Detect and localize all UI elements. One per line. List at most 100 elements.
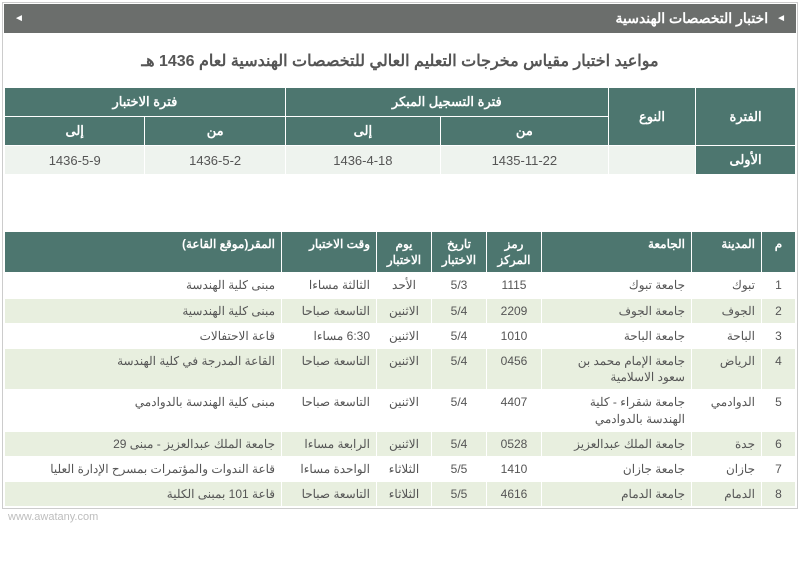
cell-center: 0456	[487, 348, 542, 389]
cell-time: الرابعة مساءا	[282, 431, 377, 456]
cell-date: 5/4	[432, 348, 487, 389]
th-center: رمز المركز	[487, 232, 542, 273]
cell-day: الاثنين	[377, 348, 432, 389]
table-row: 7جازانجامعة جازان14105/5الثلاثاءالواحدة …	[5, 456, 796, 481]
cell-univ: جامعة تبوك	[542, 273, 692, 298]
header-bullet-end: ◄	[14, 13, 24, 24]
cell-city: الباحة	[692, 323, 762, 348]
centers-table: م المدينة الجامعة رمز المركز تاريخ الاخت…	[4, 231, 796, 507]
table-row: 2الجوفجامعة الجوف22095/4الاثنينالتاسعة ص…	[5, 298, 796, 323]
cell-day: الاثنين	[377, 390, 432, 431]
cell-num: 8	[762, 482, 796, 507]
th-test-to: إلى	[5, 117, 145, 146]
cell-city: الدمام	[692, 482, 762, 507]
th-date: تاريخ الاختبار	[432, 232, 487, 273]
cell-time: التاسعة صباحا	[282, 482, 377, 507]
cell-day: الثلاثاء	[377, 456, 432, 481]
cell-time: الواحدة مساءا	[282, 456, 377, 481]
th-test-from: من	[145, 117, 285, 146]
cell-loc: مبنى كلية الهندسة بالدوادمي	[5, 390, 282, 431]
cell-day: الثلاثاء	[377, 482, 432, 507]
cell-univ: جامعة الإمام محمد بن سعود الاسلامية	[542, 348, 692, 389]
cell-date: 5/4	[432, 431, 487, 456]
th-num: م	[762, 232, 796, 273]
cell-date: 5/5	[432, 482, 487, 507]
cell-day: الاثنين	[377, 431, 432, 456]
cell-num: 4	[762, 348, 796, 389]
cell-loc: مبنى كلية الهندسية	[5, 298, 282, 323]
table-row: 3الباحةجامعة الباحة10105/4الاثنين6:30 مس…	[5, 323, 796, 348]
th-period: الفترة	[696, 88, 796, 146]
td-test-from: 1436-5-2	[145, 146, 285, 175]
cell-city: جدة	[692, 431, 762, 456]
cell-city: الجوف	[692, 298, 762, 323]
cell-time: 6:30 مساءا	[282, 323, 377, 348]
table-row: 6جدةجامعة الملك عبدالعزيز05285/4الاثنينا…	[5, 431, 796, 456]
cell-city: الرياض	[692, 348, 762, 389]
cell-num: 5	[762, 390, 796, 431]
th-early-to: إلى	[285, 117, 440, 146]
cell-time: التاسعة صباحا	[282, 348, 377, 389]
cell-univ: جامعة الدمام	[542, 482, 692, 507]
cell-univ: جامعة الجوف	[542, 298, 692, 323]
td-test-to: 1436-5-9	[5, 146, 145, 175]
cell-city: تبوك	[692, 273, 762, 298]
cell-date: 5/5	[432, 456, 487, 481]
header-bullet: ◄	[776, 13, 786, 24]
cell-num: 7	[762, 456, 796, 481]
cell-num: 1	[762, 273, 796, 298]
cell-loc: قاعة الندوات والمؤتمرات بمسرح الإدارة ال…	[5, 456, 282, 481]
cell-date: 5/4	[432, 390, 487, 431]
cell-day: الأحد	[377, 273, 432, 298]
cell-center: 2209	[487, 298, 542, 323]
th-test: فترة الاختبار	[5, 88, 286, 117]
cell-center: 4616	[487, 482, 542, 507]
cell-time: الثالثة مساءا	[282, 273, 377, 298]
th-time: وقت الاختبار	[282, 232, 377, 273]
cell-city: جازان	[692, 456, 762, 481]
cell-num: 3	[762, 323, 796, 348]
watermark: www.awatany.com	[2, 509, 798, 523]
th-univ: الجامعة	[542, 232, 692, 273]
table-row: 8الدمامجامعة الدمام46165/5الثلاثاءالتاسع…	[5, 482, 796, 507]
cell-date: 5/4	[432, 323, 487, 348]
cell-day: الاثنين	[377, 323, 432, 348]
cell-center: 4407	[487, 390, 542, 431]
cell-date: 5/4	[432, 298, 487, 323]
cell-univ: جامعة الملك عبدالعزيز	[542, 431, 692, 456]
cell-time: التاسعة صباحا	[282, 298, 377, 323]
td-early-from: 1435-11-22	[440, 146, 608, 175]
cell-loc: قاعة 101 بمبنى الكلية	[5, 482, 282, 507]
table-row: 1تبوكجامعة تبوك11155/3الأحدالثالثة مساءا…	[5, 273, 796, 298]
page-title: مواعيد اختبار مقياس مخرجات التعليم العال…	[4, 33, 796, 87]
cell-time: التاسعة صباحا	[282, 390, 377, 431]
cell-day: الاثنين	[377, 298, 432, 323]
cell-loc: قاعة الاحتفالات	[5, 323, 282, 348]
cell-center: 1010	[487, 323, 542, 348]
cell-center: 1115	[487, 273, 542, 298]
cell-num: 2	[762, 298, 796, 323]
cell-univ: جامعة جازان	[542, 456, 692, 481]
cell-loc: القاعة المدرجة في كلية الهندسة	[5, 348, 282, 389]
table-row: 4الرياضجامعة الإمام محمد بن سعود الاسلام…	[5, 348, 796, 389]
th-loc: المقر(موقع القاعة)	[5, 232, 282, 273]
cell-date: 5/3	[432, 273, 487, 298]
cell-loc: مبنى كلية الهندسة	[5, 273, 282, 298]
cell-univ: جامعة شقراء - كلية الهندسة بالدوادمي	[542, 390, 692, 431]
header-title: اختبار التخصصات الهندسية	[616, 10, 769, 27]
td-type	[608, 146, 695, 175]
td-period: الأولى	[696, 146, 796, 175]
cell-univ: جامعة الباحة	[542, 323, 692, 348]
td-early-to: 1436-4-18	[285, 146, 440, 175]
periods-table: الفترة النوع فترة التسجيل المبكر فترة ال…	[4, 87, 796, 175]
th-type: النوع	[608, 88, 695, 146]
cell-center: 0528	[487, 431, 542, 456]
cell-loc: جامعة الملك عبدالعزيز - مبنى 29	[5, 431, 282, 456]
section-header: ◄ اختبار التخصصات الهندسية ◄	[4, 4, 796, 33]
th-early-from: من	[440, 117, 608, 146]
cell-num: 6	[762, 431, 796, 456]
table-row: 5الدوادميجامعة شقراء - كلية الهندسة بالد…	[5, 390, 796, 431]
cell-center: 1410	[487, 456, 542, 481]
cell-city: الدوادمي	[692, 390, 762, 431]
th-early: فترة التسجيل المبكر	[285, 88, 608, 117]
